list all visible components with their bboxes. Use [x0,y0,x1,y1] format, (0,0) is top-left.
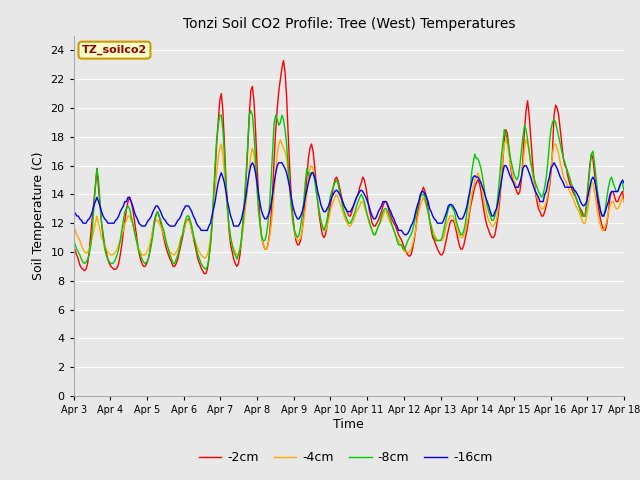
-4cm [112,249,120,255]
-4cm [70,223,77,229]
-16cm [340,203,348,209]
Text: TZ_soilco2: TZ_soilco2 [82,45,147,55]
-4cm [197,252,205,258]
-8cm [112,256,120,262]
-16cm [70,209,77,215]
-16cm [564,184,572,190]
-16cm [158,213,166,219]
-16cm [197,228,205,233]
-4cm [276,137,284,143]
-8cm [342,213,349,219]
-16cm [112,217,120,223]
Legend: -2cm, -4cm, -8cm, -16cm: -2cm, -4cm, -8cm, -16cm [194,446,498,469]
-4cm [200,255,208,261]
-2cm [564,174,572,180]
-8cm [564,170,572,176]
-2cm [197,265,205,271]
Line: -4cm: -4cm [74,140,624,258]
-8cm [247,108,255,114]
-2cm [620,199,628,204]
-8cm [202,266,209,272]
-2cm [376,213,384,219]
-2cm [112,266,120,272]
-16cm [620,180,628,186]
Line: -2cm: -2cm [74,60,624,274]
-16cm [401,232,408,238]
-2cm [158,228,166,233]
X-axis label: Time: Time [333,418,364,431]
-16cm [248,160,256,166]
-8cm [197,261,205,266]
-16cm [374,209,382,215]
-2cm [70,243,77,249]
-4cm [342,217,349,223]
Title: Tonzi Soil CO2 Profile: Tree (West) Temperatures: Tonzi Soil CO2 Profile: Tree (West) Temp… [182,17,515,31]
-8cm [158,223,166,229]
-2cm [280,58,287,63]
-4cm [158,228,166,233]
-2cm [200,271,208,276]
Y-axis label: Soil Temperature (C): Soil Temperature (C) [32,152,45,280]
-2cm [342,206,349,212]
-8cm [70,238,77,243]
Line: -16cm: -16cm [74,163,624,235]
-4cm [620,199,628,204]
-8cm [620,189,628,194]
-8cm [376,220,384,226]
Line: -8cm: -8cm [74,111,624,269]
-4cm [376,220,384,226]
-4cm [564,184,572,190]
